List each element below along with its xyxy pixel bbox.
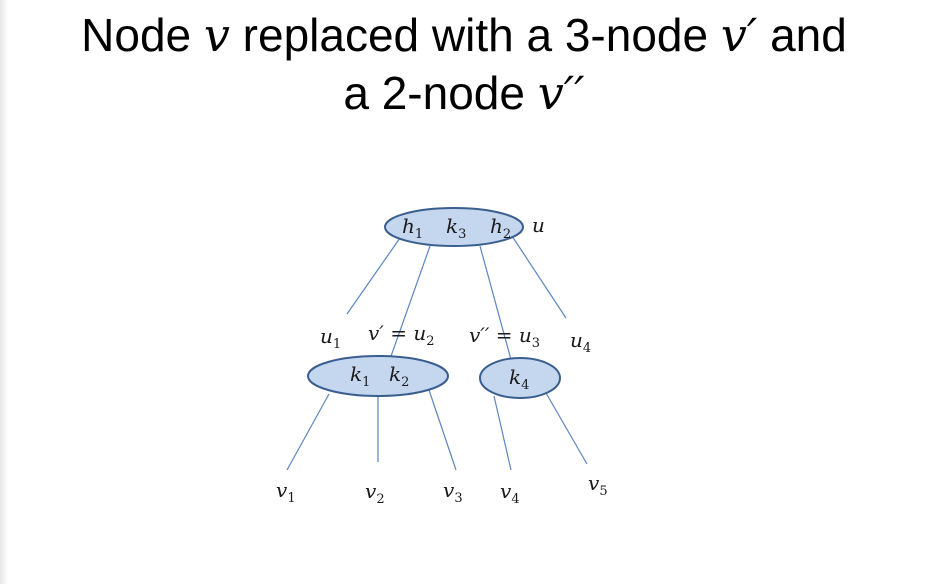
title-line-1: Node v replaced with a 3-node v′ and [81, 8, 847, 62]
leaf-v3: v3 [443, 478, 463, 506]
label-v-prime-eq-u2: v′ = u2 [368, 321, 434, 349]
leaf-edges [286, 389, 588, 471]
leaf-v1: v1 [276, 478, 296, 506]
node-v-prime [307, 355, 449, 397]
edge-v-double-prime-v4 [493, 395, 512, 471]
parent-node-u [384, 207, 524, 247]
leaf-v2: v2 [365, 479, 385, 507]
slide-title: Node v replaced with a 3-node v′ and a 2… [0, 6, 928, 122]
edge-u-v-double-prime [479, 245, 514, 368]
title-v: v [203, 8, 230, 62]
leaf-v5: v5 [588, 471, 608, 499]
edge-v-prime-v3 [428, 389, 457, 471]
title-v-double-prime: v′′ [537, 66, 585, 120]
title-v-prime: v′ [720, 8, 758, 62]
label-u1: u1 [320, 324, 341, 352]
slide-edge-shadow [0, 0, 8, 584]
label-u: u [532, 213, 545, 237]
title-line-2: a 2-node v′′ [343, 66, 585, 120]
edge-u-u1 [346, 237, 401, 315]
label-v-double-prime-eq-u3: v′′ = u3 [469, 323, 540, 351]
label-u4: u4 [570, 328, 591, 356]
edge-v-double-prime-v5 [545, 392, 588, 465]
edge-v-prime-v1 [286, 393, 330, 471]
node-v-double-prime [479, 357, 561, 399]
edge-u-u4 [511, 235, 567, 319]
leaf-v4: v4 [500, 479, 520, 507]
